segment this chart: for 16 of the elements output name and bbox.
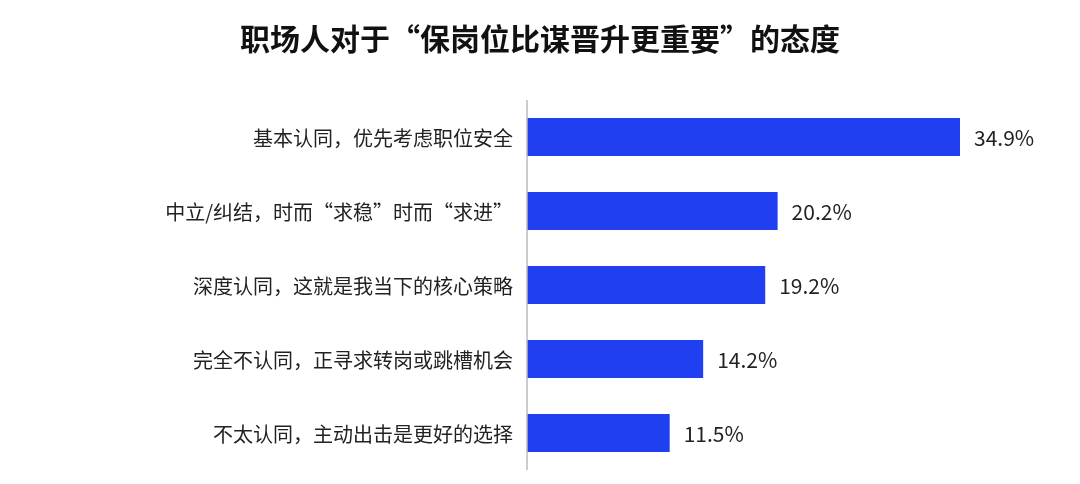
data-label: 19.2% [779,270,840,300]
y-tick-label: 中立/纠结，时而“求稳”时而“求进” [165,196,513,226]
y-tick-label: 深度认同，这就是我当下的核心策略 [193,270,513,300]
data-label: 11.5% [683,418,744,448]
bar [527,340,704,378]
y-tick-label: 基本认同，优先考虑职位安全 [253,122,513,152]
y-tick-label: 完全不认同，正寻求转岗或跳槽机会 [193,344,513,374]
bar [527,118,960,156]
bar [527,414,670,452]
data-label: 14.2% [717,344,778,374]
data-label: 34.9% [974,122,1035,152]
chart-title: 职场人对于“保岗位比谋晋升更重要”的态度 [240,15,840,59]
bar [527,192,778,230]
y-tick-label: 不太认同，主动出击是更好的选择 [213,418,513,448]
data-label: 20.2% [791,196,852,226]
bar [527,266,766,304]
